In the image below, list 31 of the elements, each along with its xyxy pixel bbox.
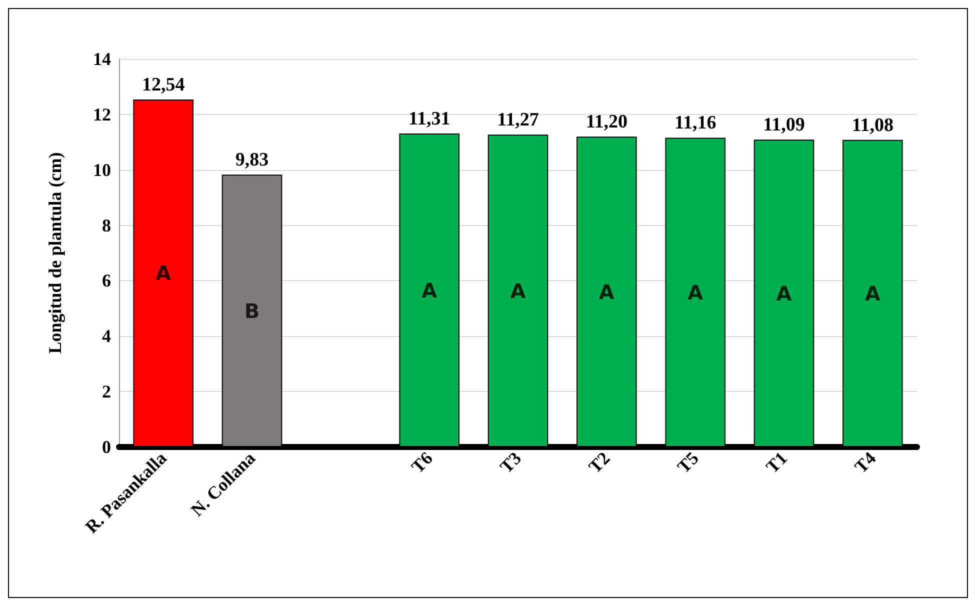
y-tick-label: 0 [102,437,111,457]
x-tick-label: T5 [673,448,702,477]
x-tick-label: T2 [584,448,614,477]
x-tick-label: T6 [407,448,436,477]
annotation: A [156,261,172,286]
annotation: A [688,280,704,304]
data-label: 9,83 [235,150,269,171]
y-tick-label: 12 [93,104,111,124]
y-tick-label: 14 [93,49,111,69]
annotation: A [864,281,881,306]
x-tick-label: T3 [496,448,526,477]
data-label: 12,54 [142,74,186,96]
y-tick-label: 2 [102,382,111,402]
data-label: 11,08 [852,114,894,136]
y-tick-label: 6 [102,270,111,291]
x-tick-label: T4 [850,448,880,477]
annotation: B [244,298,260,323]
annotation: A [776,281,792,306]
data-label: 11,09 [763,114,805,136]
annotation: A [510,278,526,303]
y-tick-label: 4 [102,326,111,346]
data-label: 11,31 [408,108,450,130]
data-label: 11,27 [497,110,540,131]
y-tick-label: 8 [102,215,111,236]
data-label: 11,16 [674,112,716,134]
y-tick-label: 10 [93,160,111,180]
x-tick-label: T1 [762,448,792,477]
y-axis-title: Longitud de plantula (cm) [45,152,65,354]
data-label: 11,20 [586,112,628,133]
annotation: A [598,280,615,304]
annotation: A [422,278,438,302]
